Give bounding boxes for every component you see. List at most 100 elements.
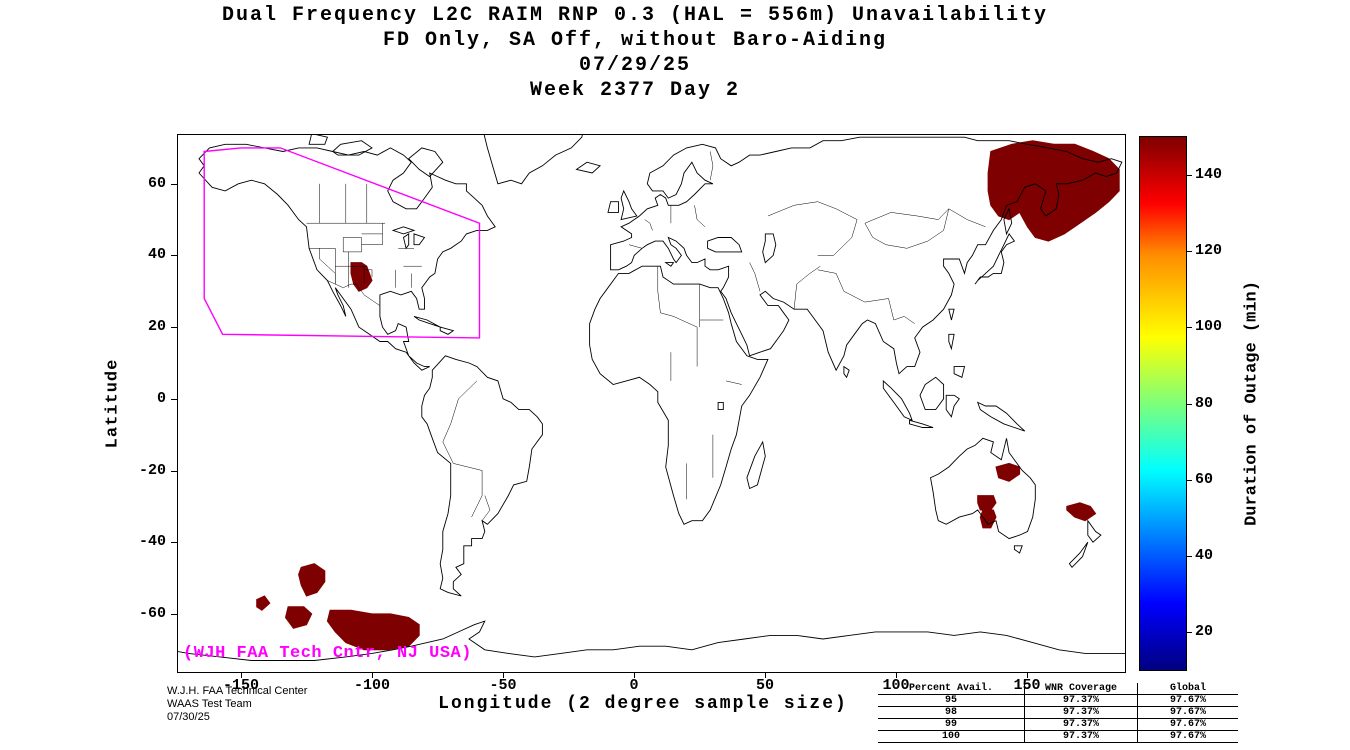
coastline (1068, 541, 1089, 568)
country-border (725, 380, 742, 385)
stats-cell: 97.67% (1137, 694, 1238, 707)
stats-cell: 97.37% (1024, 730, 1138, 743)
coastline (664, 262, 675, 267)
x-tick-label: 50 (755, 677, 774, 694)
stats-cell: 95 (878, 694, 1025, 707)
x-tick-label: -150 (222, 677, 259, 694)
y-tick-label: -40 (138, 533, 166, 550)
colorbar-label: Duration of Outage (min) (1242, 281, 1262, 526)
coastline (607, 201, 619, 213)
colorbar-tick-mark (1187, 632, 1192, 633)
colorbar-tick-mark (1187, 556, 1192, 557)
country-border (481, 495, 491, 521)
coastline (483, 135, 583, 185)
coastline (331, 140, 373, 156)
coastline (620, 189, 638, 221)
x-tick-mark (241, 673, 242, 678)
title-gps-week: Week 2377 Day 2 (529, 79, 741, 102)
title-line-1: Dual Frequency L2C RAIM RNP 0.3 (HAL = 5… (221, 4, 1049, 27)
country-border (948, 208, 986, 228)
colorbar-tick-mark (1187, 175, 1192, 176)
x-tick-mark (896, 673, 897, 678)
coastline (762, 233, 777, 264)
stats-cell: 97.67% (1137, 730, 1238, 743)
coastline (1087, 519, 1102, 543)
world-map (178, 135, 1125, 661)
y-tick-label: 0 (156, 390, 166, 407)
coastline (589, 265, 769, 525)
stats-cell: 97.37% (1024, 706, 1138, 719)
country-border (793, 265, 821, 310)
outage-region-south-pacific-mid (298, 563, 326, 597)
colorbar-gradient (1140, 137, 1186, 670)
country-border (864, 208, 950, 249)
coastline (1003, 207, 1013, 236)
coastline (974, 233, 1016, 285)
coastline (707, 237, 743, 253)
outage-region-tasman-sea (1066, 502, 1097, 522)
stats-header-cell: Percent Avail. (878, 683, 1025, 695)
outage-region-south-pacific-small (256, 595, 271, 611)
colorbar-tick-label: 60 (1195, 471, 1214, 488)
title-line-2: FD Only, SA Off, without Baro-Aiding (382, 29, 888, 52)
y-tick-mark (171, 327, 177, 328)
colorbar-tick-label: 20 (1195, 623, 1214, 640)
stats-row: 98 97.37% 97.67% (878, 706, 1238, 719)
stats-cell: 99 (878, 718, 1025, 731)
coastline (953, 366, 966, 378)
outage-region-south-pacific-lower (284, 606, 313, 629)
coastline (421, 355, 543, 597)
y-tick-label: -20 (138, 462, 166, 479)
country-border (709, 151, 714, 181)
y-tick-mark (171, 255, 177, 256)
x-tick-label: -100 (353, 677, 390, 694)
colorbar-tick-label: 100 (1195, 318, 1223, 335)
colorbar-tick-mark (1187, 251, 1192, 252)
y-tick-mark (171, 399, 177, 400)
coastline (945, 394, 960, 418)
stats-header-row: Percent Avail. WNR Coverage Global (878, 683, 1238, 695)
coastline (948, 333, 955, 351)
map-plot-area (177, 134, 1126, 673)
x-tick-mark (1027, 673, 1028, 678)
credits-line-1: W.J.H. FAA Technical Center (167, 685, 308, 697)
stats-cell: 97.37% (1024, 718, 1138, 731)
waas-coverage-boundary (203, 147, 481, 339)
x-tick-mark (634, 673, 635, 678)
country-border (442, 380, 483, 518)
coastline (413, 315, 441, 328)
coastline (575, 161, 602, 174)
stats-row: 100 97.37% 97.67% (878, 730, 1238, 743)
y-tick-mark (171, 614, 177, 615)
colorbar-tick-label: 120 (1195, 242, 1223, 259)
y-tick-mark (171, 542, 177, 543)
coastline (909, 419, 934, 428)
watermark: (WJH FAA Tech Cntr, NJ USA) (183, 644, 472, 663)
outage-region-southern-ocean-large (326, 609, 420, 651)
stats-header-cell: WNR Coverage (1024, 683, 1138, 695)
y-tick-label: 60 (147, 175, 166, 192)
country-border (767, 201, 858, 220)
x-tick-mark (503, 673, 504, 678)
stats-cell: 100 (878, 730, 1025, 743)
coastline (919, 376, 945, 411)
y-tick-mark (171, 471, 177, 472)
x-tick-label: 0 (629, 677, 639, 694)
coastline (746, 440, 766, 490)
stats-row: 99 97.37% 97.67% (878, 718, 1238, 731)
stats-cell: 97.37% (1024, 694, 1138, 707)
colorbar-tick-label: 40 (1195, 547, 1214, 564)
stats-cell: 98 (878, 706, 1025, 719)
credits: W.J.H. FAA Technical Center WAAS Test Te… (167, 685, 307, 724)
country-border (888, 298, 915, 324)
credits-line-2: WAAS Test Team (167, 698, 252, 710)
stats-row: 95 97.37% 97.67% (878, 694, 1238, 707)
colorbar-tick-mark (1187, 480, 1192, 481)
country-border (657, 266, 674, 317)
title-date: 07/29/25 (578, 54, 691, 77)
coastline (439, 326, 455, 335)
stats-table: Percent Avail. WNR Coverage Global 95 97.37%… (878, 683, 1238, 743)
outage-region-south-australia-upper (977, 495, 997, 511)
colorbar-tick-label: 140 (1195, 166, 1223, 183)
coastline (402, 233, 410, 250)
